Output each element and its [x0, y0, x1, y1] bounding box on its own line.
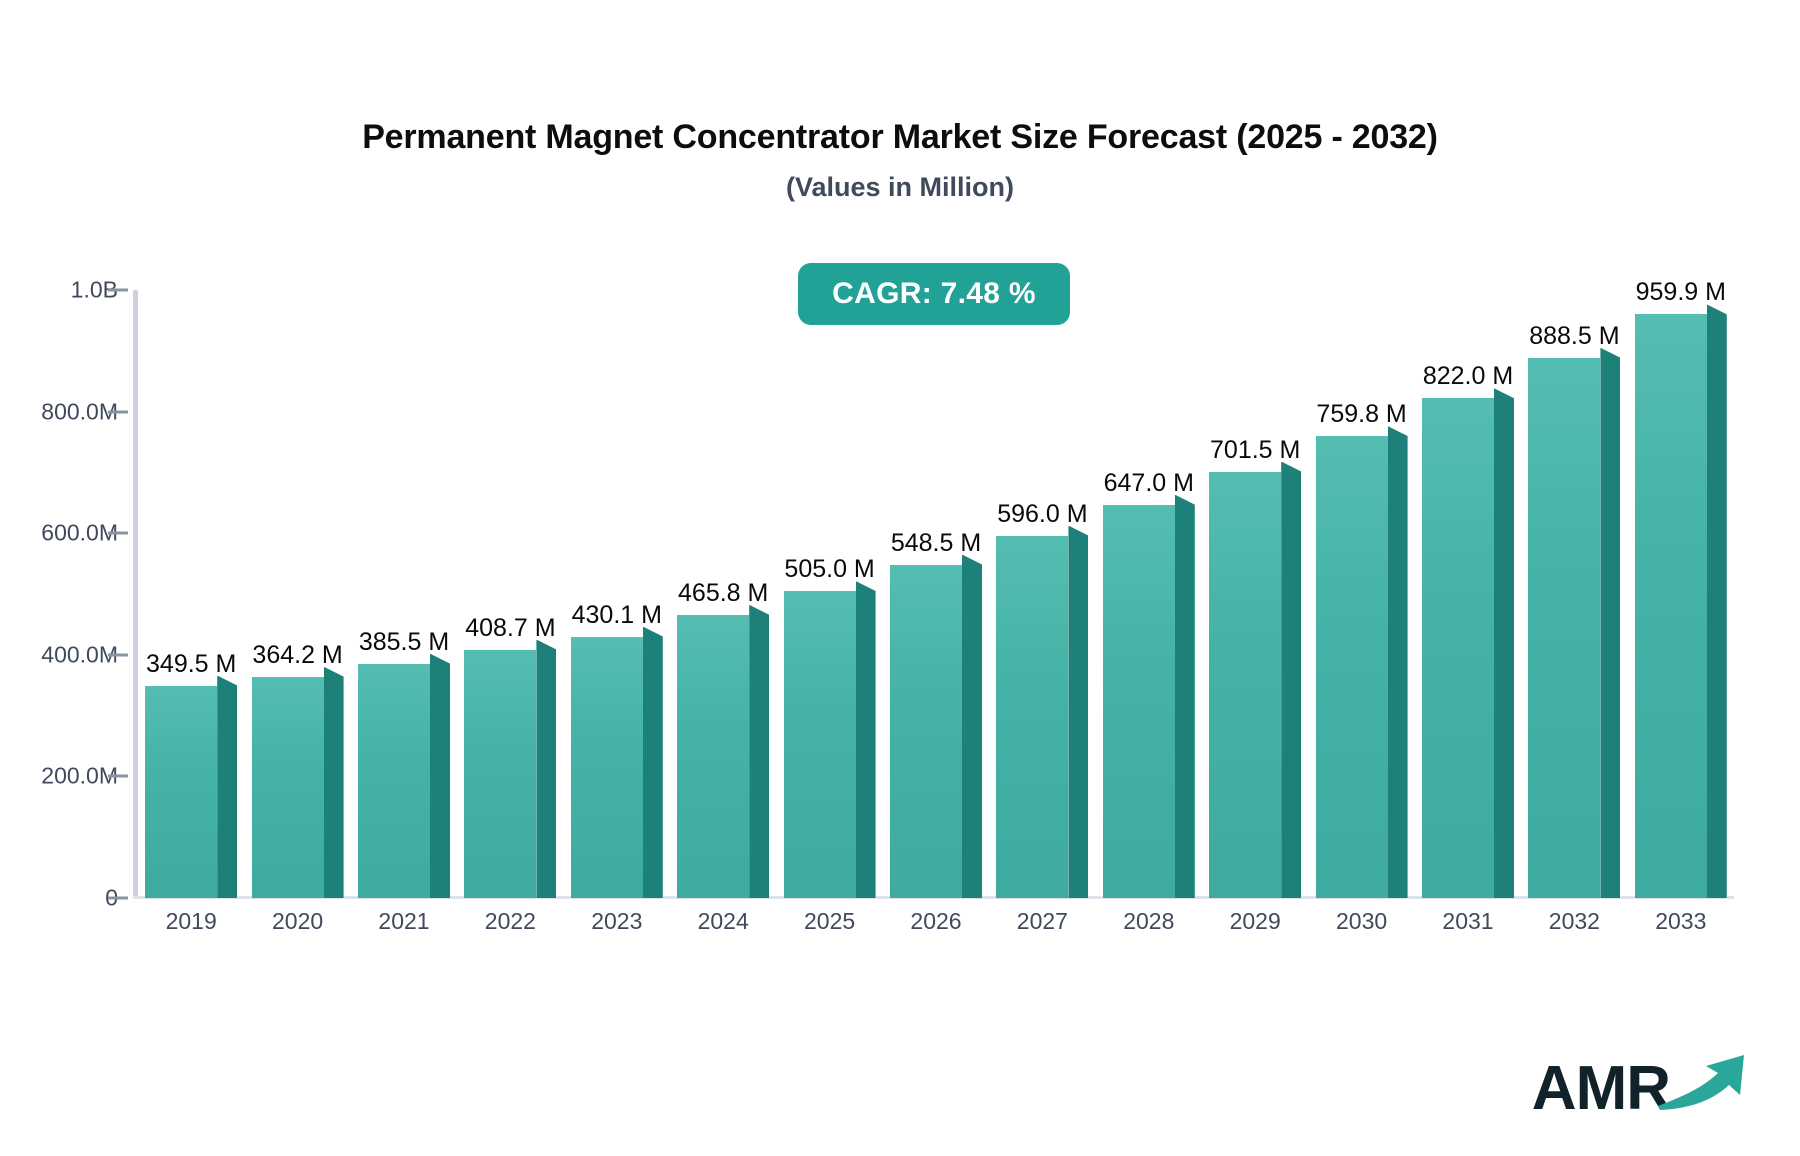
bar-value-label: 822.0 M	[1422, 362, 1514, 391]
bar-front-face	[358, 663, 430, 898]
bar-column[interactable]: 959.9 M	[1634, 278, 1727, 898]
y-tick-mark	[108, 531, 128, 535]
bar-front-face	[1634, 314, 1707, 898]
bar-side-face	[1494, 388, 1514, 898]
y-tick-label: 600.0M	[41, 519, 118, 546]
bar-front-face	[1528, 357, 1601, 898]
y-tick-mark	[108, 288, 128, 292]
bar-column[interactable]: 647.0 M	[1102, 469, 1195, 898]
x-axis-tick-labels: 2019 2020 2021 2022 2023 2024 2025 2026 2027 2028…	[138, 908, 1734, 948]
bar-front-face	[251, 676, 324, 898]
page-title: Permanent Magnet Concentrator Market Siz…	[362, 118, 1438, 156]
x-tick-label: 2023	[591, 908, 643, 934]
y-tick-mark	[108, 896, 128, 900]
trend-up-arrow-icon	[1656, 1049, 1752, 1116]
x-tick-label: 2025	[804, 908, 856, 934]
bar-side-face	[962, 554, 982, 898]
x-tick-label: 2032	[1548, 908, 1600, 934]
bar-value-label: 759.8 M	[1316, 400, 1407, 429]
bar-front-face	[1315, 436, 1388, 898]
bar-side-face	[323, 666, 344, 898]
x-tick-label: 2022	[484, 908, 536, 934]
y-tick-label: 200.0M	[41, 762, 118, 789]
x-tick-label: 2024	[697, 908, 749, 934]
bar-column[interactable]: 505.0 M	[783, 555, 876, 898]
bar-value-label: 364.2 M	[252, 640, 343, 669]
y-tick-label: 1.0B	[70, 276, 118, 303]
bar-value-label: 548.5 M	[890, 528, 982, 557]
bar-front-face	[1209, 471, 1282, 898]
x-tick-label: 2029	[1229, 908, 1281, 934]
bar-value-label: 385.5 M	[358, 627, 450, 656]
bar-front-face	[890, 564, 962, 898]
bar-side-face	[1706, 304, 1727, 898]
bar-side-face	[642, 626, 663, 898]
bar-column[interactable]: 385.5 M	[358, 628, 450, 898]
bar-front-face	[996, 535, 1069, 898]
chart-subtitle: (Values in Million)	[785, 172, 1015, 202]
bar-front-face	[1422, 398, 1494, 898]
bar-side-face	[1281, 461, 1302, 898]
bar-side-face	[749, 604, 770, 898]
amr-logo: AMR	[1532, 1042, 1752, 1120]
bar-front-face	[570, 636, 643, 898]
bar-column[interactable]: 430.1 M	[570, 601, 663, 898]
bar-value-label: 596.0 M	[997, 499, 1088, 528]
bar-front-face	[783, 590, 856, 898]
x-tick-label: 2026	[910, 908, 962, 934]
x-tick-label: 2019	[165, 908, 217, 934]
bar-column[interactable]: 759.8 M	[1315, 400, 1408, 898]
x-tick-label: 2020	[272, 908, 324, 934]
x-tick-label: 2021	[378, 908, 430, 934]
bar-side-face	[1600, 347, 1621, 898]
bar-front-face	[145, 685, 218, 898]
bar-column[interactable]: 408.7 M	[464, 614, 557, 898]
bar-column[interactable]: 701.5 M	[1209, 436, 1302, 898]
y-tick-mark	[108, 774, 128, 778]
bar-front-face	[1102, 504, 1175, 898]
x-tick-label: 2030	[1336, 908, 1388, 934]
cagr-badge: CAGR: 7.48 %	[798, 263, 1070, 325]
bar-value-label: 349.5 M	[146, 649, 237, 678]
y-tick-mark	[108, 653, 128, 657]
x-tick-label: 2028	[1123, 908, 1175, 934]
bar-side-face	[855, 580, 876, 898]
bar-side-face	[1174, 494, 1195, 898]
bar-front-face	[677, 614, 750, 898]
bar-front-face	[464, 649, 537, 898]
bar-side-face	[536, 639, 557, 898]
bar-column[interactable]: 349.5 M	[145, 650, 238, 898]
bar-side-face	[217, 675, 238, 898]
bar-column[interactable]: 596.0 M	[996, 500, 1089, 898]
y-axis-line	[133, 290, 138, 898]
bar-series: 349.5 M 364.2 M 385.5 M 408.7 M 430.1 M 465.8…	[138, 278, 1734, 898]
bar-column[interactable]: 888.5 M	[1528, 322, 1621, 898]
bar-side-face	[430, 653, 450, 898]
bar-value-label: 647.0 M	[1103, 468, 1194, 497]
bar-value-label: 701.5 M	[1210, 435, 1301, 464]
bar-value-label: 959.9 M	[1635, 278, 1726, 307]
bar-value-label: 888.5 M	[1529, 321, 1620, 350]
bar-value-label: 465.8 M	[678, 578, 769, 607]
y-tick-mark	[108, 410, 128, 414]
x-tick-label: 2033	[1655, 908, 1707, 934]
bar-value-label: 430.1 M	[571, 600, 662, 629]
bar-column[interactable]: 548.5 M	[890, 529, 982, 898]
x-tick-label: 2031	[1442, 908, 1494, 934]
bar-value-label: 505.0 M	[784, 554, 875, 583]
bar-column[interactable]: 465.8 M	[677, 579, 770, 898]
bar-value-label: 408.7 M	[465, 613, 556, 642]
y-tick-label: 400.0M	[41, 641, 118, 668]
bar-side-face	[1387, 426, 1408, 898]
x-tick-label: 2027	[1016, 908, 1068, 934]
logo-wordmark: AMR	[1531, 1054, 1671, 1123]
bar-column[interactable]: 822.0 M	[1422, 362, 1514, 898]
y-tick-label: 800.0M	[41, 398, 118, 425]
bar-side-face	[1068, 525, 1089, 898]
bar-column[interactable]: 364.2 M	[251, 641, 344, 898]
y-tick-label: 0	[0, 885, 118, 912]
